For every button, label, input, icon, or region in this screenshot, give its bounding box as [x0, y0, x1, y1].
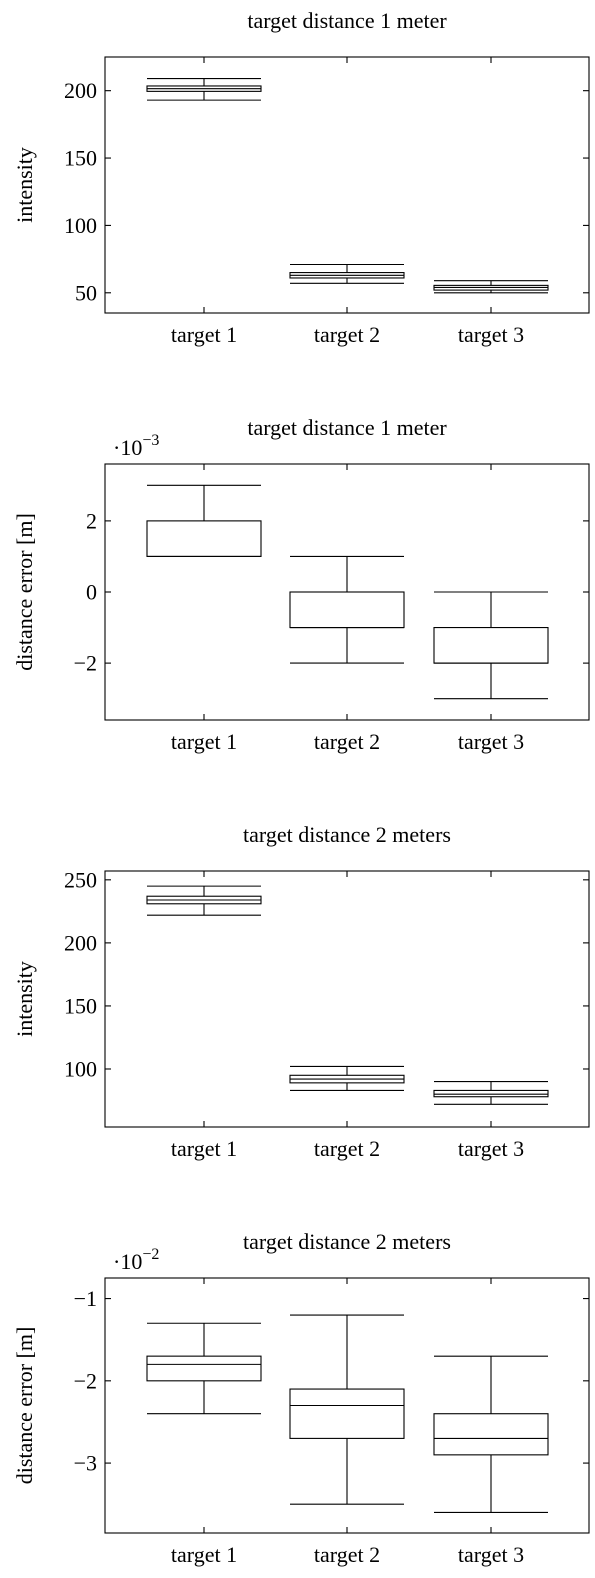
chart-title: target distance 2 meters	[243, 822, 451, 847]
interquartile-box	[146, 520, 262, 557]
exponent-power: −2	[142, 1246, 159, 1263]
x-tick-label: target 3	[458, 322, 524, 347]
y-tick-label: 200	[64, 930, 97, 955]
interquartile-box	[433, 1089, 549, 1098]
box-plot-target-2	[289, 1314, 405, 1505]
chart-panel-3: target distance 2 meters 100 150 200 250 targ…	[12, 822, 590, 1161]
x-tick-label: target 2	[314, 322, 380, 347]
box-plot-target-2	[289, 1065, 405, 1091]
box-plot-target-3	[433, 280, 549, 294]
y-tick-label: 50	[75, 280, 97, 305]
x-tick-label: target 3	[458, 1136, 524, 1161]
x-tick-label: target 3	[458, 1542, 524, 1567]
box-plot-target-1	[146, 78, 262, 101]
y-tick-label: 250	[64, 867, 97, 892]
chart-title: target distance 1 meter	[247, 8, 447, 33]
chart-title: target distance 2 meters	[243, 1229, 451, 1254]
interquartile-box	[289, 1388, 405, 1439]
chart-panel-1: target distance 1 meter 50 100 150 200 target…	[12, 8, 590, 347]
chart-title: target distance 1 meter	[247, 415, 447, 440]
box-plot-target-3	[433, 591, 549, 700]
y-axis-label: intensity	[12, 147, 37, 223]
x-tick-label: target 3	[458, 729, 524, 754]
x-tick-label: target 2	[314, 729, 380, 754]
interquartile-box	[433, 1413, 549, 1456]
y-axis-label: intensity	[12, 961, 37, 1037]
box-plot-target-2	[289, 555, 405, 664]
box-plot-target-1	[146, 1322, 262, 1415]
exponent-base: ·10	[113, 1249, 142, 1274]
x-tick-label: target 1	[171, 729, 237, 754]
y-tick-label: 150	[64, 993, 97, 1018]
y-tick-label: 150	[64, 146, 97, 171]
y-tick-label: 200	[64, 78, 97, 103]
y-tick-label: 100	[64, 213, 97, 238]
interquartile-box	[146, 1355, 262, 1382]
chart-panel-4: target distance 2 meters −3 −2 −1 target 1 ta…	[12, 1229, 590, 1567]
exponent-base: ·10	[113, 435, 142, 460]
chart-panel-2: target distance 1 meter −2 0 2 target 1 targe…	[12, 415, 590, 754]
interquartile-box	[433, 627, 549, 664]
y-axis-label: distance error [m]	[12, 1327, 37, 1485]
y-tick-label: 0	[86, 580, 97, 605]
y-tick-label: 2	[86, 508, 97, 533]
box-plot-target-1	[146, 484, 262, 557]
interquartile-box	[289, 591, 405, 629]
y-tick-label: −3	[74, 1451, 97, 1476]
y-tick-label: −2	[74, 1368, 97, 1393]
x-tick-label: target 1	[171, 322, 237, 347]
y-tick-label: −2	[74, 651, 97, 676]
x-tick-label: target 2	[314, 1542, 380, 1567]
exponent-power: −3	[142, 432, 159, 449]
y-tick-label: 100	[64, 1056, 97, 1081]
axis-exponent: ·10−2	[113, 1246, 159, 1274]
box-plot-target-3	[433, 1081, 549, 1105]
box-plot-target-2	[289, 263, 405, 284]
x-tick-label: target 2	[314, 1136, 380, 1161]
axis-exponent: ·10−3	[113, 432, 159, 460]
box-plot-target-1	[146, 885, 262, 916]
y-tick-label: −1	[74, 1286, 97, 1311]
x-tick-label: target 1	[171, 1136, 237, 1161]
y-axis-label: distance error [m]	[12, 513, 37, 671]
x-tick-label: target 1	[171, 1542, 237, 1567]
box-plot-target-3	[433, 1355, 549, 1513]
